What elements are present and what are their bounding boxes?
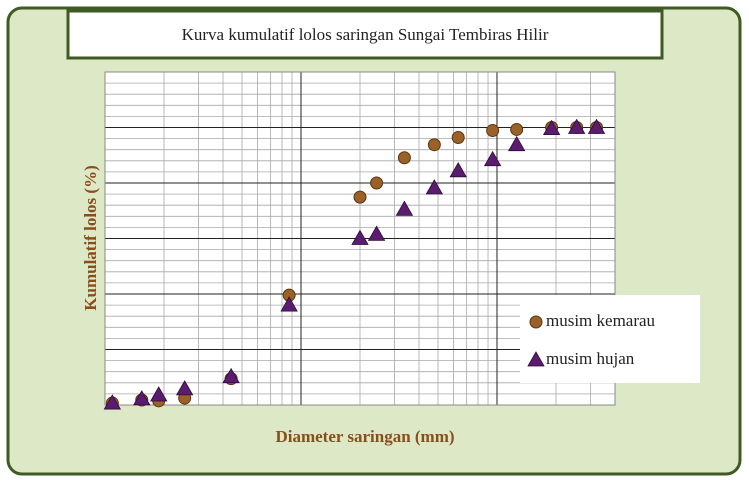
chart-title: Kurva kumulatif lolos saringan Sungai Te… bbox=[182, 25, 549, 44]
circle-marker bbox=[510, 122, 524, 136]
triangle-marker bbox=[103, 394, 122, 410]
triangle-marker bbox=[449, 161, 467, 178]
circle-marker bbox=[486, 124, 500, 138]
triangle-marker bbox=[587, 118, 606, 134]
title-box bbox=[66, 9, 664, 60]
triangle-marker bbox=[527, 351, 545, 367]
triangle-marker bbox=[425, 179, 444, 195]
circle-marker bbox=[397, 151, 411, 165]
legend-label: musim kemarau bbox=[546, 311, 656, 330]
circle-marker bbox=[451, 130, 465, 144]
triangle-marker bbox=[542, 119, 561, 136]
legend bbox=[520, 295, 700, 383]
triangle-marker bbox=[133, 390, 151, 406]
triangle-marker bbox=[507, 135, 526, 152]
triangle-marker bbox=[175, 380, 194, 396]
triangle-marker bbox=[567, 118, 586, 134]
circle-marker bbox=[427, 138, 441, 152]
triangle-marker bbox=[222, 367, 240, 384]
triangle-marker bbox=[367, 225, 386, 241]
triangle-marker bbox=[150, 386, 168, 402]
plot-border bbox=[104, 71, 616, 406]
triangle-marker bbox=[351, 229, 369, 245]
legend-label: musim hujan bbox=[546, 349, 635, 368]
triangle-marker bbox=[280, 296, 298, 312]
circle-marker bbox=[353, 190, 367, 204]
triangle-marker bbox=[483, 150, 502, 167]
x-axis-label: Diameter saringan (mm) bbox=[275, 427, 454, 446]
circle-marker bbox=[370, 176, 384, 190]
triangle-marker bbox=[395, 200, 414, 216]
circle-marker bbox=[529, 315, 543, 329]
y-axis-label: Kumulatif lolos (%) bbox=[81, 165, 100, 310]
